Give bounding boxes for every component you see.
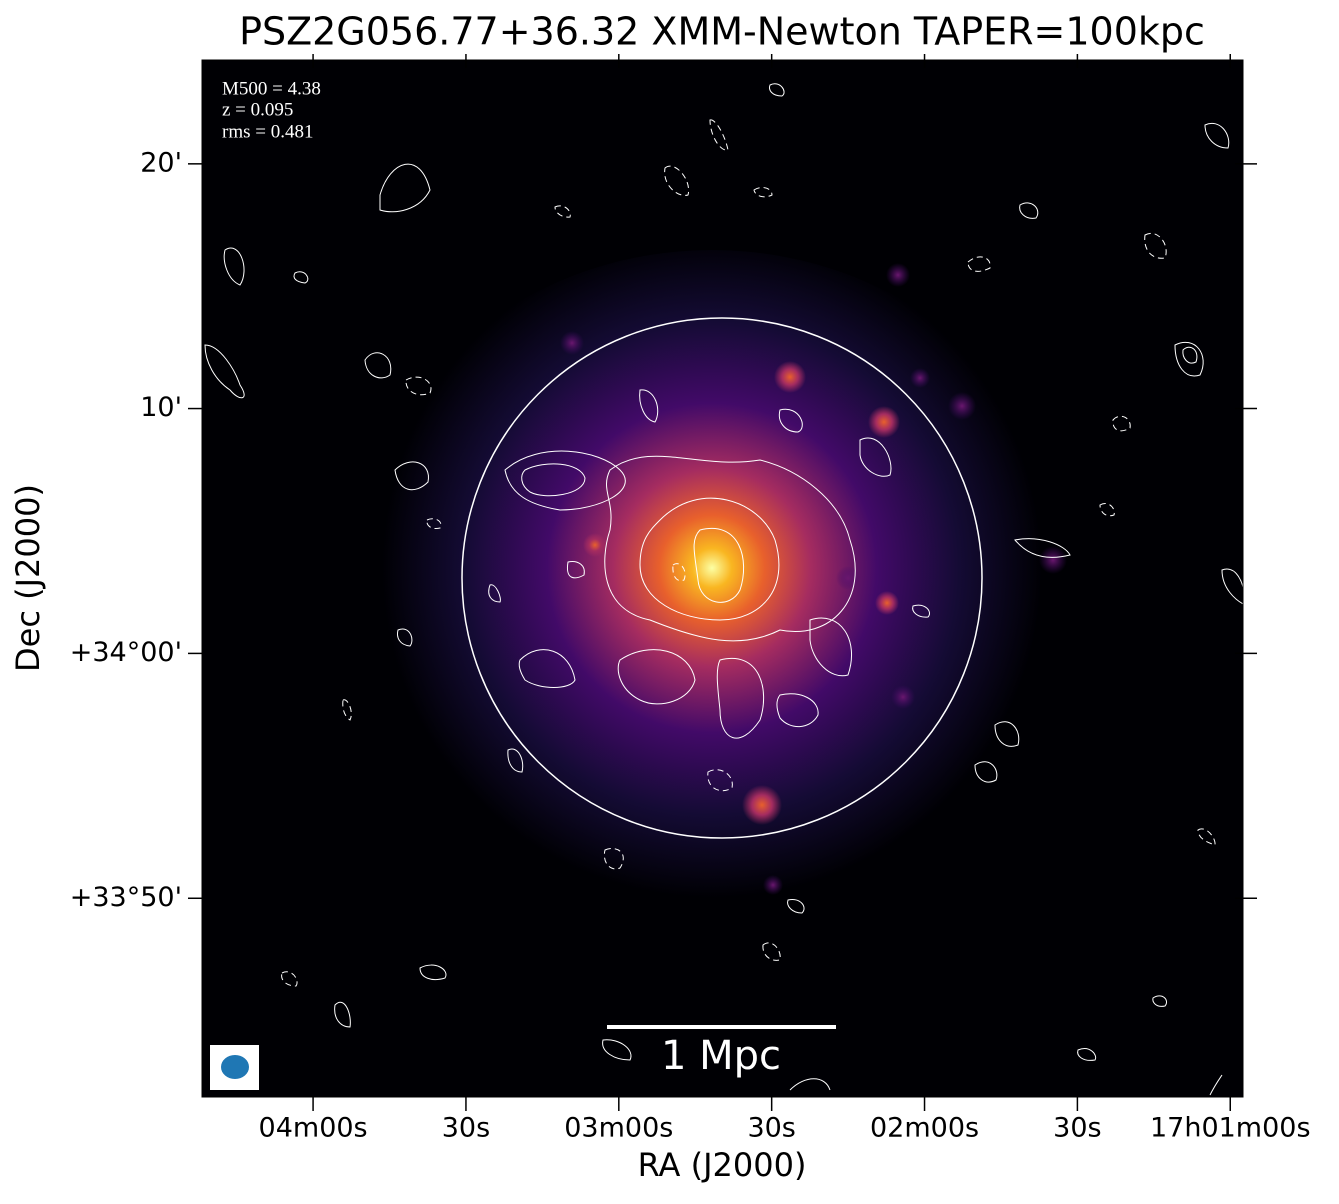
plot-frame: [201, 59, 1244, 1098]
x-tick-label: 30s: [747, 1113, 795, 1144]
y-tick-label: 10': [140, 392, 182, 423]
y-tick-label: +34°00': [70, 637, 182, 668]
contours: [204, 83, 1243, 1096]
x-axis-label: RA (J2000): [638, 1146, 807, 1184]
x-tick-label: 03m00s: [564, 1113, 673, 1144]
annotation: M500 = 4.38: [222, 78, 321, 99]
annotation: z = 0.095: [222, 99, 293, 120]
chart-title: PSZ2G056.77+36.32 XMM-Newton TAPER=100kp…: [239, 10, 1205, 54]
x-tick-label: 02m00s: [870, 1113, 979, 1144]
y-tick-label: 20': [140, 147, 182, 178]
y-axis-label: Dec (J2000): [9, 484, 47, 672]
sky-image: 1 Mpc M500 = 4.38 z = 0.095 rms = 0.481: [202, 60, 1243, 1097]
beam: [221, 1055, 249, 1079]
x-tick-label: 04m00s: [259, 1113, 368, 1144]
y-tick-label: +33°50': [70, 882, 182, 913]
x-tick-label: 17h01m00s: [1150, 1113, 1311, 1144]
annotation: rms = 0.481: [222, 121, 313, 142]
scale-bar-label: 1 Mpc: [661, 1033, 781, 1079]
x-tick-label: 30s: [442, 1113, 490, 1144]
x-tick-label: 30s: [1053, 1113, 1101, 1144]
